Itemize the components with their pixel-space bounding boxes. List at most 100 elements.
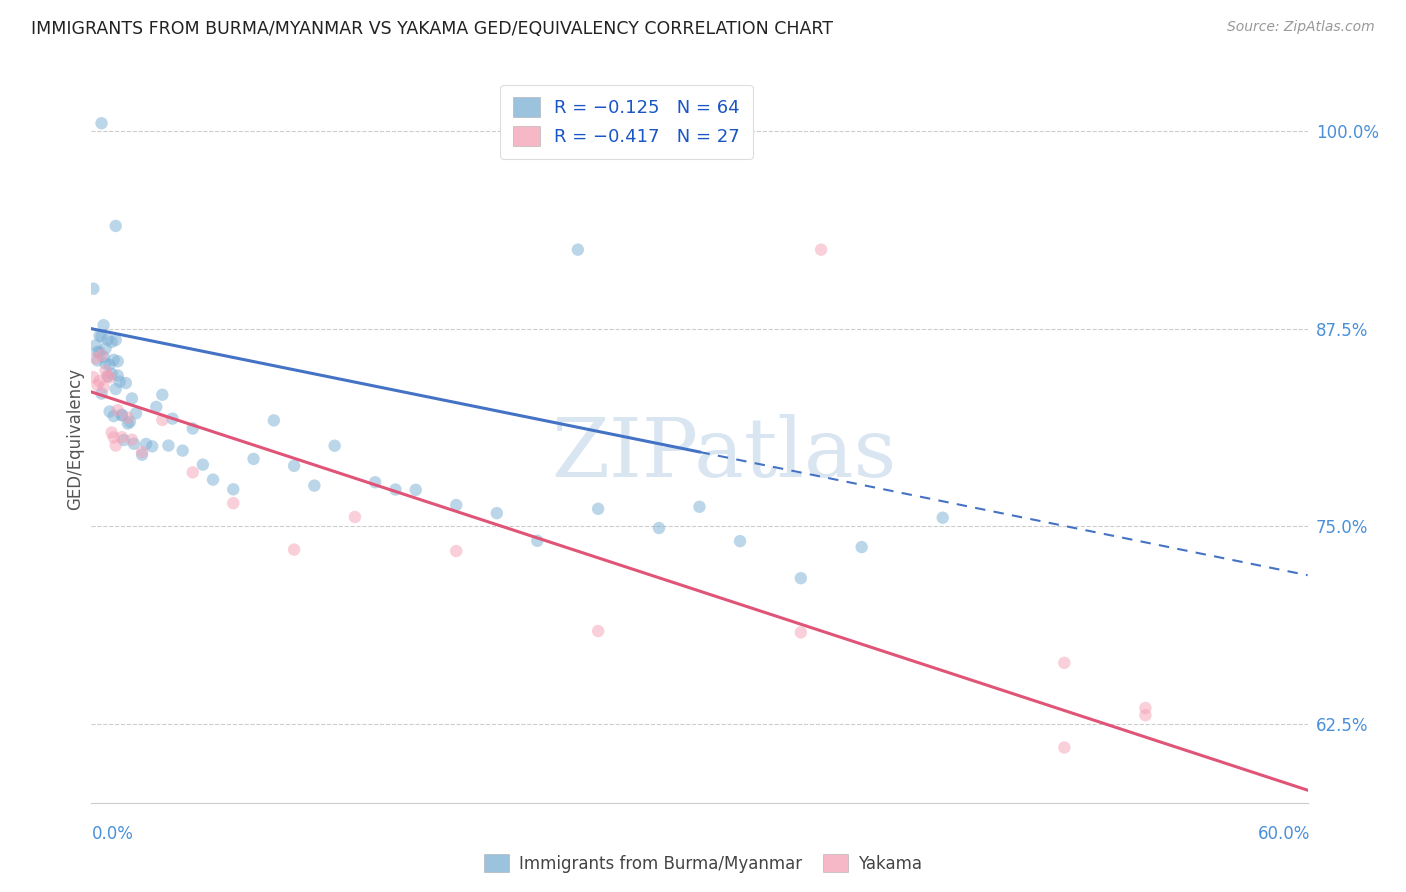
Point (97, 369, 120, 384)
Point (90, 386, 112, 401)
Point (94, 342, 117, 356)
Point (181, 466, 204, 480)
Point (810, 243, 832, 257)
Point (90, 329, 112, 343)
Point (90, 116, 112, 130)
Point (444, 498, 467, 512)
Point (586, 624, 609, 638)
Point (135, 437, 157, 451)
Point (202, 473, 225, 487)
Point (107, 403, 129, 417)
Point (93, 318, 115, 333)
Point (104, 333, 127, 347)
Point (86, 378, 108, 392)
Point (111, 409, 134, 423)
Point (567, 243, 589, 257)
Point (283, 458, 305, 473)
Point (283, 542, 305, 557)
Point (1053, 740, 1076, 755)
Point (364, 475, 387, 490)
Point (94, 357, 117, 371)
Point (145, 400, 167, 414)
Point (688, 500, 710, 514)
Point (112, 433, 135, 447)
Point (405, 483, 427, 497)
Point (384, 483, 406, 497)
Point (131, 445, 153, 459)
Point (84, 351, 107, 366)
Legend: R = −0.125   N = 64, R = −0.417   N = 27: R = −0.125 N = 64, R = −0.417 N = 27 (501, 85, 752, 159)
Point (93, 350, 115, 364)
Point (98, 404, 121, 418)
Point (790, 625, 813, 640)
Point (107, 354, 129, 368)
Point (97, 369, 120, 384)
Point (242, 451, 264, 466)
Point (103, 352, 125, 367)
Point (118, 415, 141, 429)
Point (89, 374, 111, 388)
Point (100, 367, 122, 381)
Point (181, 421, 204, 435)
Point (586, 501, 609, 516)
Point (107, 368, 129, 383)
Text: 60.0%: 60.0% (1258, 825, 1310, 843)
Point (1053, 656, 1076, 670)
Point (103, 430, 125, 444)
Point (104, 219, 127, 233)
Point (343, 510, 366, 524)
Point (98, 358, 121, 372)
Point (1135, 708, 1157, 723)
Point (1135, 701, 1157, 715)
Point (104, 382, 127, 396)
Point (526, 533, 548, 548)
Text: IMMIGRANTS FROM BURMA/MYANMAR VS YAKAMA GED/EQUIVALENCY CORRELATION CHART: IMMIGRANTS FROM BURMA/MYANMAR VS YAKAMA … (31, 20, 832, 37)
Point (150, 388, 173, 402)
Point (131, 448, 153, 462)
Point (191, 458, 214, 472)
Point (100, 334, 122, 349)
Point (150, 413, 173, 427)
Point (121, 433, 143, 447)
Point (103, 409, 125, 423)
Point (851, 540, 873, 554)
Point (100, 425, 122, 440)
Point (90, 348, 112, 362)
Point (93, 380, 115, 394)
Point (82, 282, 104, 296)
Point (444, 544, 467, 558)
Point (728, 534, 751, 549)
Point (111, 408, 134, 422)
Point (263, 413, 285, 427)
Point (108, 375, 131, 389)
Point (117, 410, 139, 425)
Point (931, 510, 953, 524)
Point (86, 344, 108, 359)
Point (115, 376, 138, 390)
Point (222, 496, 245, 510)
Point (84, 338, 107, 352)
Point (222, 483, 245, 497)
Point (172, 443, 194, 458)
Point (162, 411, 184, 425)
Point (97, 333, 120, 347)
Point (121, 392, 143, 406)
Point (125, 406, 148, 420)
Point (323, 439, 346, 453)
Point (304, 478, 326, 492)
Point (111, 430, 134, 444)
Text: 0.0%: 0.0% (91, 825, 134, 843)
Point (82, 370, 104, 384)
Point (117, 417, 139, 431)
Point (485, 506, 508, 520)
Text: ZIPatlas: ZIPatlas (551, 414, 897, 494)
Point (98, 370, 121, 384)
Point (86, 353, 108, 368)
Point (89, 328, 111, 343)
Point (157, 439, 180, 453)
Point (141, 439, 163, 453)
Point (89, 345, 111, 359)
Point (648, 521, 671, 535)
Text: Source: ZipAtlas.com: Source: ZipAtlas.com (1227, 20, 1375, 34)
Point (790, 571, 813, 585)
